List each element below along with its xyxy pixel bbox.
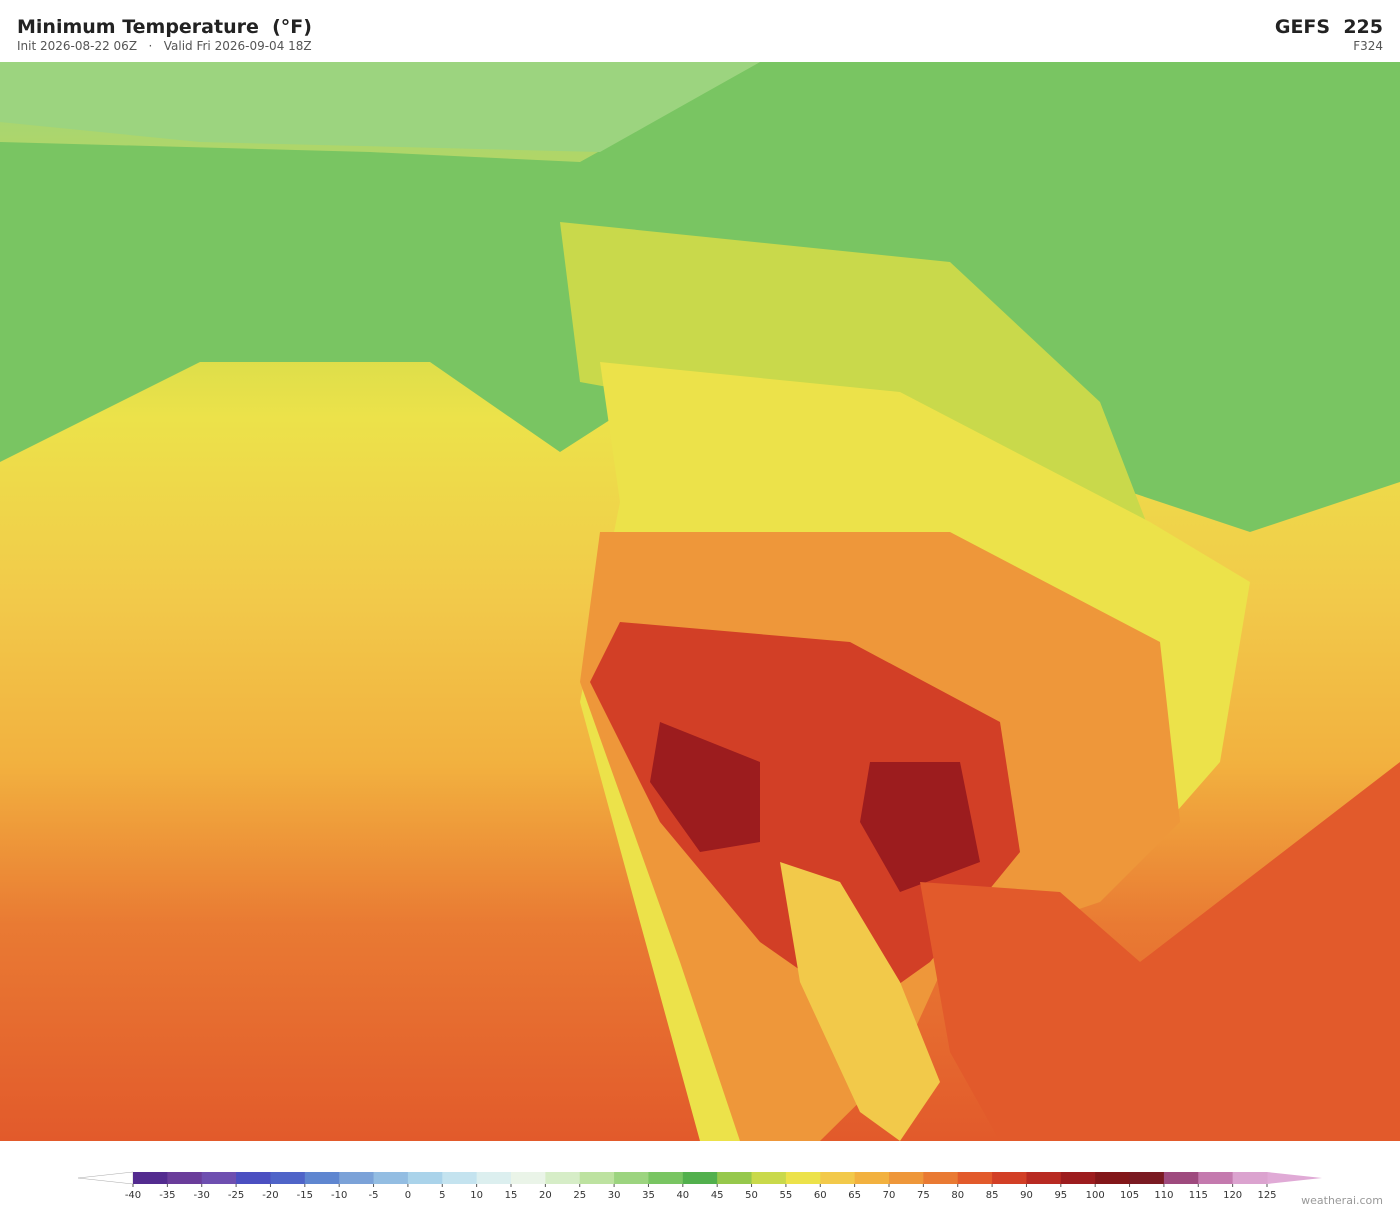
colorbar-tick-label: 85 [986,1190,999,1201]
gulf [920,762,1400,1141]
colorbar-tick-label: 20 [539,1190,552,1201]
colorbar-bin [1198,1172,1234,1184]
colorbar-bin [923,1172,959,1184]
colorbar-tick-label: 125 [1257,1190,1276,1201]
colorbar-tick-label: 115 [1189,1190,1208,1201]
colorbar-bin [476,1172,512,1184]
colorbar-tick-label: 65 [848,1190,861,1201]
colorbar-tick-label: -40 [125,1190,141,1201]
colorbar-bin [889,1172,924,1184]
colorbar-tick-label: -5 [369,1190,379,1201]
colorbar-tick-label: 75 [917,1190,930,1201]
arctic [0,62,760,152]
land-hotter [590,622,1020,1012]
colorbar-bin [1095,1172,1131,1184]
colorbar-bin [614,1172,649,1184]
colorbar-bin [648,1172,684,1184]
colorbar-bin [992,1172,1027,1184]
colorbar-tick-label: 30 [608,1190,621,1201]
colorbar-bin [682,1172,718,1184]
colorbar-tick-label: 0 [405,1190,411,1201]
colorbar-bin [442,1172,478,1184]
colorbar-bin [1026,1172,1062,1184]
colorbar-tick-label: 40 [676,1190,689,1201]
subtitle: Init 2026-08-22 06Z · Valid Fri 2026-09-… [17,39,312,53]
colorbar-bin [717,1172,753,1184]
colorbar-tick-label: 10 [470,1190,483,1201]
colorbar-tick-label: 70 [883,1190,896,1201]
colorbar-bin [1060,1172,1096,1184]
colorbar-extend-high [1267,1172,1322,1184]
colorbar-bin [201,1172,237,1184]
forecast-hour: F324 [1353,39,1383,53]
colorbar-bin [1163,1172,1199,1184]
colorbar: weatherai.com -40 -35 -30 -25 -20 -15 -10 -5 0 5 1… [77,1171,1383,1207]
colorbar-bin [820,1172,856,1184]
colorbar-bin [854,1172,890,1184]
colorbar-tick-label: 100 [1086,1190,1105,1201]
colorbar-tick-label: -25 [228,1190,244,1201]
colorbar-bin [511,1172,546,1184]
colorbar-bin [133,1172,168,1184]
colorbar-tick-label: -30 [194,1190,210,1201]
colorbar-tick-label: 60 [814,1190,827,1201]
colorbar-tick-label: 25 [573,1190,586,1201]
colorbar-tick-label: 45 [711,1190,724,1201]
colorbar-tick-label: -20 [262,1190,278,1201]
land-hottest [650,722,980,892]
map [0,62,1400,1141]
colorbar-tick-label: 15 [505,1190,518,1201]
colorbar-tick-label: 80 [951,1190,964,1201]
colorbar-tick-label: 35 [642,1190,655,1201]
colorbar-tick-label: 110 [1154,1190,1173,1201]
colorbar-tick-label: 50 [745,1190,758,1201]
colorbar-bin [751,1172,787,1184]
title: Minimum Temperature (°F) [17,16,312,38]
colorbar-bin [304,1172,340,1184]
colorbar-tick-label: 105 [1120,1190,1139,1201]
colorbar-bin [1129,1172,1165,1184]
colorbar-tick-label: 90 [1020,1190,1033,1201]
colorbar-bin [957,1172,993,1184]
colorbar-bin [339,1172,375,1184]
mexico-highland [780,862,940,1141]
colorbar-bin [545,1172,581,1184]
colorbar-bin [373,1172,409,1184]
colorbar-bin [407,1172,443,1184]
colorbar-tick-label: -10 [331,1190,347,1201]
colorbar-bin [270,1172,306,1184]
credit: weatherai.com [1301,1194,1383,1207]
colorbar-extend-low [77,1171,134,1185]
model: GEFS 225 [1274,16,1383,38]
colorbar-tick-label: 55 [780,1190,793,1201]
colorbar-tick-label: 95 [1054,1190,1067,1201]
colorbar-tick-label: 120 [1223,1190,1242,1201]
colorbar-tick-label: -15 [297,1190,313,1201]
colorbar-bin [785,1172,821,1184]
colorbar-bin [1232,1172,1268,1184]
colorbar-bin [236,1172,271,1184]
colorbar-tick-label: 5 [439,1190,445,1201]
colorbar-bin [579,1172,615,1184]
colorbar-tick-label: -35 [159,1190,175,1201]
colorbar-bin [167,1172,203,1184]
